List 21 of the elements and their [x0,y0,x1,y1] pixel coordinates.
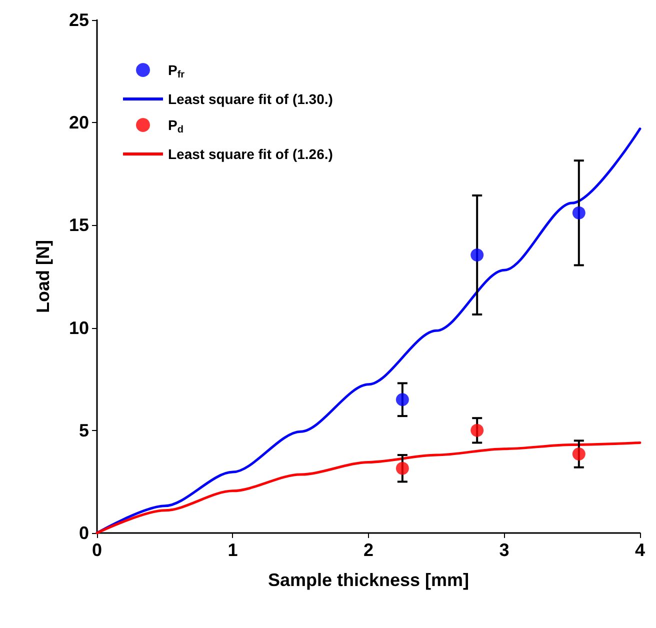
legend-label: Least square fit of (1.26.) [168,146,333,162]
x-tick-label: 3 [499,540,510,560]
point [470,424,484,437]
point [396,462,409,475]
y-tick-label: 0 [78,523,89,543]
y-tick-label: 25 [68,10,89,30]
x-axis-title: Sample thickness [mm] [268,570,470,590]
y-tick-label: 5 [78,420,89,440]
x-tick-label: 1 [228,540,238,560]
point [572,206,586,220]
y-tick-label: 20 [68,112,89,133]
x-tick-label: 4 [634,540,645,560]
legend-label: Least square fit of (1.30.) [168,91,333,107]
y-tick-label: 15 [68,215,89,236]
x-tick-label: 2 [363,540,374,560]
point [470,248,484,262]
point [396,393,409,406]
y-tick-label: 10 [68,318,89,338]
x-tick-label: 0 [92,540,102,560]
point [572,448,586,460]
y-axis-title: Load [N] [33,240,53,313]
